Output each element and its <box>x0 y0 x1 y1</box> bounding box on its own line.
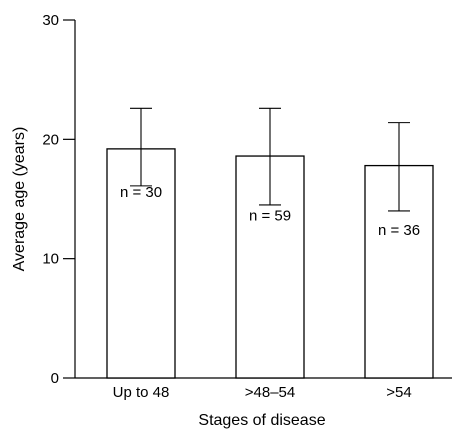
y-tick-label: 0 <box>51 370 59 387</box>
y-ticks: 0 10 20 30 <box>42 12 75 387</box>
bar-count-label: n = 30 <box>120 184 162 201</box>
bar-count-label: n = 36 <box>378 222 420 239</box>
y-tick-label: 10 <box>42 251 59 268</box>
bar-count-label: n = 59 <box>249 208 291 225</box>
error-bars <box>130 107 410 212</box>
bars <box>106 148 434 379</box>
x-ticks: Up to 48 >48–54 >54 <box>113 384 412 401</box>
bar <box>106 148 176 379</box>
bar-labels: n = 30 n = 59 n = 36 <box>120 184 420 239</box>
x-tick-label: >48–54 <box>245 384 295 401</box>
x-tick-label: >54 <box>386 384 411 401</box>
y-tick-label: 20 <box>42 131 59 148</box>
x-tick-label: Up to 48 <box>113 384 170 401</box>
y-tick-label: 30 <box>42 12 59 29</box>
y-axis-label: Average age (years) <box>11 127 28 272</box>
x-axis-label: Stages of disease <box>198 412 325 429</box>
